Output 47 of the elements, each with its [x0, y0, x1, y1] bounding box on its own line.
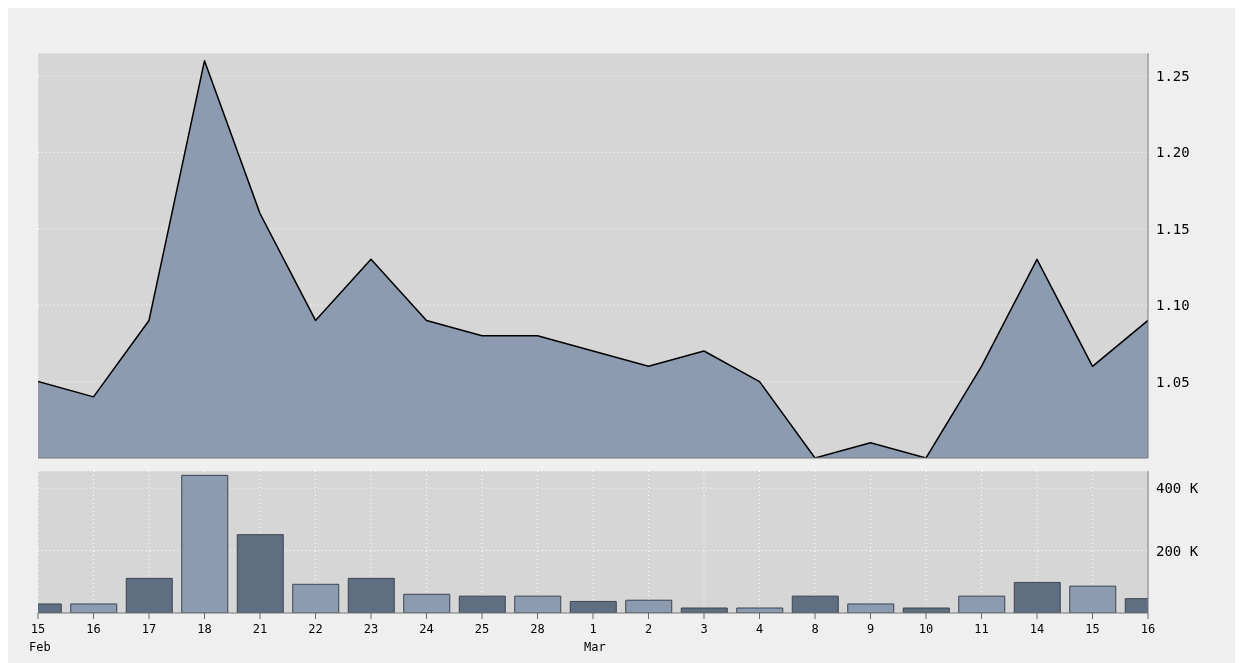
- x-tick-label: 15 Feb: [29, 622, 51, 654]
- bar: [1013, 581, 1061, 613]
- y-tick-label: 200 K: [1156, 542, 1199, 559]
- y-tick-label: 1.15: [1156, 220, 1190, 237]
- y-tick-label: 1.10: [1156, 297, 1190, 314]
- x-tick-label: 28: [530, 622, 545, 636]
- x-tick-label: 18: [197, 622, 212, 636]
- bar: [847, 603, 895, 613]
- x-tick-label: 14: [1029, 622, 1045, 636]
- x-tick-label: 24: [419, 622, 434, 636]
- y-tick-label: 400 K: [1156, 480, 1199, 497]
- bar: [236, 534, 284, 613]
- x-tick-label: 23: [363, 622, 379, 636]
- x-tick-label: 25: [474, 622, 490, 636]
- bar: [958, 595, 1006, 613]
- x-tick-label: 2: [644, 622, 653, 636]
- y-tick-label: 1.20: [1156, 144, 1190, 161]
- bar: [625, 599, 673, 613]
- x-tick-label: 9: [866, 622, 875, 636]
- bar: [514, 595, 562, 613]
- x-tick-label: 17: [141, 622, 157, 636]
- bar: [569, 600, 617, 613]
- bar: [1069, 585, 1117, 613]
- bar: [791, 595, 839, 613]
- x-tick-label: 1 Mar: [584, 622, 606, 654]
- x-tick-label: 3: [700, 622, 708, 636]
- bar: [347, 577, 395, 613]
- x-tick-label: 8: [811, 622, 819, 636]
- x-tick-label: 11: [974, 622, 989, 636]
- bar: [181, 474, 229, 613]
- y-tick-label: 1.25: [1156, 67, 1190, 84]
- bar: [680, 607, 728, 613]
- x-tick-label: 22: [308, 622, 323, 636]
- bar: [736, 607, 784, 613]
- x-tick-label: 21: [252, 622, 268, 636]
- x-tick-label: 4: [755, 622, 764, 636]
- bar: [70, 603, 118, 613]
- x-tick-label: 15: [1085, 622, 1100, 636]
- x-tick-label: 16: [86, 622, 101, 636]
- bar: [292, 583, 340, 613]
- x-tick-label: 10: [918, 622, 934, 636]
- bar: [902, 607, 950, 613]
- bar: [458, 595, 506, 613]
- bar: [125, 577, 173, 613]
- x-tick-label: 16: [1140, 622, 1156, 636]
- bar: [403, 593, 451, 613]
- y-tick-label: 1.05: [1156, 373, 1190, 390]
